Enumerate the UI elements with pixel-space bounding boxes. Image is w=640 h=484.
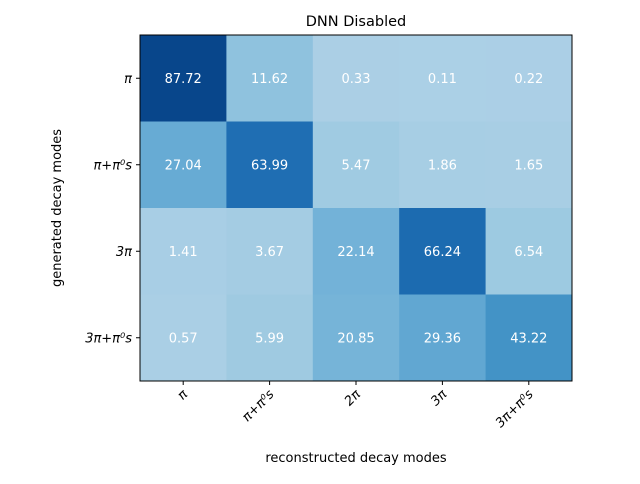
cell-value-label: 6.54	[514, 245, 543, 260]
y-ticks: π π+π⁰s 3π 3π+π⁰s	[85, 72, 140, 346]
cell-value-label: 63.99	[251, 158, 288, 173]
heatmap-cell	[485, 35, 573, 122]
chart-title: DNN Disabled	[306, 14, 406, 30]
cell-value-label: 1.86	[428, 158, 457, 173]
heatmap-cell	[226, 208, 314, 295]
heatmap-cell	[140, 121, 227, 209]
heatmap-cell	[226, 121, 314, 209]
x-ticks: π π+π⁰s 2π 3π 3π+π⁰s	[175, 381, 537, 431]
y-tick-label: π	[124, 72, 132, 87]
x-tick-label: 2π	[342, 387, 364, 409]
heatmap-cell	[399, 208, 487, 295]
cell-value-label: 27.04	[165, 158, 202, 173]
x-tick-label: π+π⁰s	[240, 387, 278, 425]
heatmap-cell	[312, 294, 400, 382]
y-axis-label: generated decay modes	[50, 129, 65, 287]
cell-value-label: 0.11	[428, 72, 457, 87]
heatmap-cell	[312, 121, 400, 209]
x-tick-label: 3π	[428, 387, 450, 409]
heatmap-cell	[399, 35, 487, 122]
cell-value-labels: 87.72 11.62 0.33 0.11 0.22 27.04 63.99 5.47 1.86…	[165, 72, 548, 347]
cell-value-label: 5.47	[342, 158, 371, 173]
cell-value-label: 5.99	[255, 331, 284, 346]
y-tick-label: 3π	[116, 245, 132, 260]
y-tick-label: π+π⁰s	[93, 158, 132, 173]
cell-value-label: 22.14	[337, 245, 374, 260]
cell-value-label: 43.22	[510, 331, 547, 346]
cell-value-label: 1.41	[169, 245, 198, 260]
heatmap-cell	[226, 35, 314, 122]
cell-value-label: 0.22	[514, 72, 543, 87]
heatmap-cell	[485, 294, 573, 382]
x-tick-label: 3π+π⁰s	[493, 387, 537, 431]
heatmap-cell	[140, 294, 227, 382]
heatmap-cell	[140, 35, 227, 122]
heatmap-cell	[312, 208, 400, 295]
cell-value-label: 0.33	[342, 72, 371, 87]
y-tick-label: 3π+π⁰s	[85, 331, 132, 346]
heatmap-cell	[399, 294, 487, 382]
heatmap-cell	[140, 208, 227, 295]
x-tick-label: π	[175, 387, 191, 403]
cell-value-label: 11.62	[251, 72, 288, 87]
heatmap-cell	[485, 121, 573, 209]
heatmap-cells	[140, 35, 573, 382]
heatmap-cell	[312, 35, 400, 122]
cell-value-label: 87.72	[165, 72, 202, 87]
heatmap-cell	[226, 294, 314, 382]
cell-value-label: 0.57	[169, 331, 198, 346]
cell-value-label: 20.85	[337, 331, 374, 346]
cell-value-label: 66.24	[424, 245, 461, 260]
cell-value-label: 3.67	[255, 245, 284, 260]
heatmap-cell	[485, 208, 573, 295]
cell-value-label: 29.36	[424, 331, 461, 346]
cell-value-label: 1.65	[514, 158, 543, 173]
heatmap-cell	[399, 121, 487, 209]
x-axis-label: reconstructed decay modes	[265, 451, 447, 466]
